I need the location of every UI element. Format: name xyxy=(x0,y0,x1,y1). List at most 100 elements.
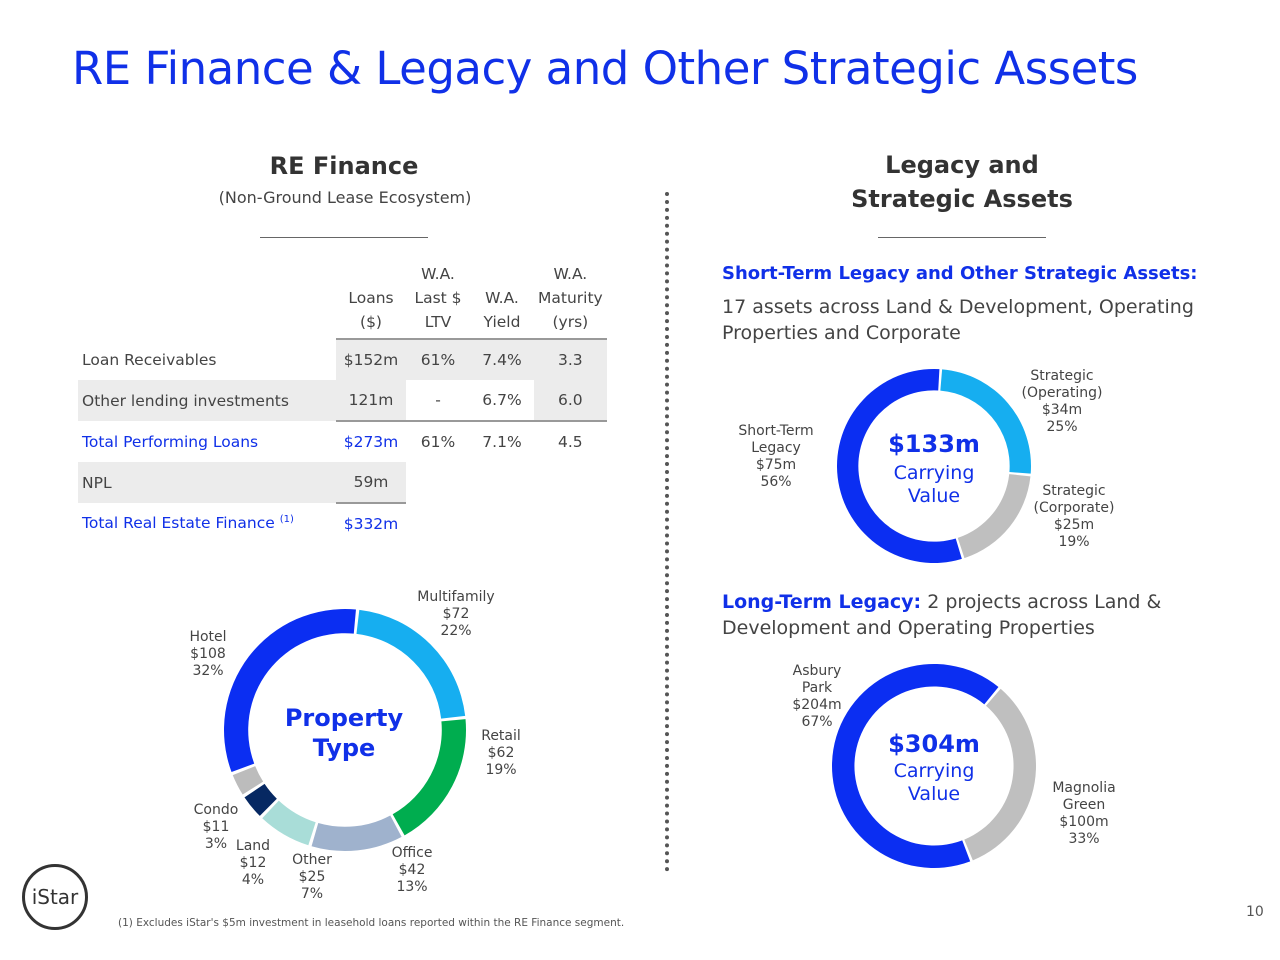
slice-value: $62 xyxy=(487,745,515,761)
table-header: W.A. Yield xyxy=(470,262,534,340)
legacy-heading-line2: Strategic Assets xyxy=(851,185,1073,213)
table-cell xyxy=(534,462,607,503)
table-cell: - xyxy=(406,380,470,422)
table-cell: 7.1% xyxy=(482,433,522,451)
table-row: Loan Receivables $152m 61% 7.4% 3.3 xyxy=(78,339,607,380)
slice-percent: 3% xyxy=(204,836,228,852)
slice-name: Magnolia Green xyxy=(1052,780,1116,813)
row-label: NPL xyxy=(78,462,336,503)
re-finance-heading: RE Finance xyxy=(269,152,419,180)
page-number: 10 xyxy=(1246,904,1264,920)
legacy-heading: Legacy and Strategic Assets xyxy=(830,148,1094,216)
slice-label-hotel: Hotel $108 32% xyxy=(178,629,238,680)
short-term-title: Short-Term Legacy and Other Strategic As… xyxy=(722,263,1198,284)
slice-label-other: Other $25 7% xyxy=(284,852,340,903)
slice-name: Office xyxy=(391,845,433,861)
table-cell: 3.3 xyxy=(534,339,607,380)
table-cell: 6.7% xyxy=(470,380,534,422)
slice-percent: 4% xyxy=(241,872,265,888)
table-header: W.A. Maturity (yrs) xyxy=(534,262,607,340)
table-cell: 7.4% xyxy=(470,339,534,380)
slice-value: $25m xyxy=(1053,517,1095,533)
slice-name: Asbury Park xyxy=(792,663,842,696)
slice-value: $72 xyxy=(442,606,470,622)
istar-logo: iStar xyxy=(22,864,88,930)
slice-percent: 32% xyxy=(192,663,224,679)
slice-value: $11 xyxy=(202,819,230,835)
table-cell: 4.5 xyxy=(558,433,583,451)
table-row: Total Performing Loans $273m 61% 7.1% 4.… xyxy=(78,421,607,462)
property-type-donut xyxy=(224,609,466,851)
table-cell: $152m xyxy=(336,339,406,380)
legacy-heading-line1: Legacy and xyxy=(885,151,1039,179)
slice-label-office: Office $42 13% xyxy=(380,845,444,896)
slice-name: Strategic (Corporate) xyxy=(1033,483,1115,516)
long-term-text: Long-Term Legacy: 2 projects across Land… xyxy=(722,589,1202,641)
donut-slice-strategic-operating xyxy=(940,369,1031,474)
slice-name: Land xyxy=(235,838,271,854)
slice-percent: 33% xyxy=(1068,831,1100,847)
donut-slice-magnolia-green xyxy=(964,688,1036,861)
re-finance-subheading: (Non-Ground Lease Ecosystem) xyxy=(218,188,472,207)
slice-value: $25 xyxy=(298,869,326,885)
row-label: Loan Receivables xyxy=(82,350,217,369)
table-cell xyxy=(406,462,470,503)
row-label: Other lending investments xyxy=(78,380,336,421)
slice-name: Multifamily xyxy=(417,589,495,605)
long-term-total: $304m xyxy=(888,730,980,758)
right-heading-rule xyxy=(878,237,1046,238)
table-cell: 61% xyxy=(420,433,456,451)
slice-label-condo: Condo $11 3% xyxy=(186,802,246,853)
table-cell xyxy=(470,503,534,544)
table-header: Loans ($) xyxy=(336,262,406,340)
row-label-text: Total Real Estate Finance xyxy=(82,514,275,533)
slice-value: $12 xyxy=(239,855,267,871)
row-label: Total Performing Loans xyxy=(82,432,259,451)
page-title: RE Finance & Legacy and Other Strategic … xyxy=(72,42,1138,95)
slice-percent: 25% xyxy=(1046,419,1078,435)
table-header: W.A. Last $ LTV xyxy=(406,262,470,340)
donut-slice-strategic-corporate xyxy=(957,474,1031,559)
short-term-center-sub: Carrying Value xyxy=(893,462,975,507)
slice-percent: 56% xyxy=(760,474,792,490)
slice-label-strategic-corporate: Strategic (Corporate) $25m 19% xyxy=(1022,483,1126,551)
row-label: Total Real Estate Finance (1) xyxy=(78,503,336,544)
slice-label-magnolia-green: Magnolia Green $100m 33% xyxy=(1036,780,1132,848)
long-term-center-sub: Carrying Value xyxy=(893,760,975,805)
slice-value: $100m xyxy=(1059,814,1109,830)
slice-label-retail: Retail $62 19% xyxy=(472,728,530,779)
slice-value: $204m xyxy=(792,697,842,713)
donut-slice-short-term-legacy xyxy=(837,369,962,563)
left-heading-rule xyxy=(260,237,428,238)
table-cell xyxy=(534,503,607,544)
table-cell xyxy=(470,462,534,503)
table-row: NPL 59m xyxy=(78,462,607,504)
table-cell: 6.0 xyxy=(534,380,607,422)
table-cell: 61% xyxy=(406,339,470,380)
slice-label-short-term-legacy: Short-Term Legacy $75m 56% xyxy=(724,423,828,491)
slice-value: $34m xyxy=(1041,402,1083,418)
table-row: Other lending investments 121m - 6.7% 6.… xyxy=(78,380,607,422)
donut-slice-condo xyxy=(232,766,264,795)
slice-percent: 13% xyxy=(396,879,428,895)
table-row: Total Real Estate Finance (1) $332m xyxy=(78,503,607,544)
long-term-desc: 2 projects across Land & Development and… xyxy=(722,591,1162,639)
slice-percent: 19% xyxy=(485,762,517,778)
donut-slice-land xyxy=(244,783,277,816)
long-term-donut xyxy=(832,664,1036,868)
footnote: (1) Excludes iStar's $5m investment in l… xyxy=(118,917,625,929)
property-type-center-label: Property Type xyxy=(284,704,404,762)
donut-slice-other xyxy=(262,800,316,846)
slice-value: $75m xyxy=(755,457,797,473)
loans-table: Loans ($) W.A. Last $ LTV W.A. Yield W.A… xyxy=(78,262,607,544)
slice-name: Retail xyxy=(481,728,521,744)
donut-slice-asbury-park xyxy=(832,664,999,868)
table-cell xyxy=(406,503,470,544)
table-header-row: Loans ($) W.A. Last $ LTV W.A. Yield W.A… xyxy=(78,262,607,340)
table-header-empty xyxy=(78,262,336,339)
table-cell: 121m xyxy=(336,380,406,422)
slice-percent: 19% xyxy=(1058,534,1090,550)
slice-label-asbury-park: Asbury Park $204m 67% xyxy=(774,663,860,731)
donut-slice-hotel xyxy=(224,609,356,772)
slice-name: Other xyxy=(292,852,332,868)
